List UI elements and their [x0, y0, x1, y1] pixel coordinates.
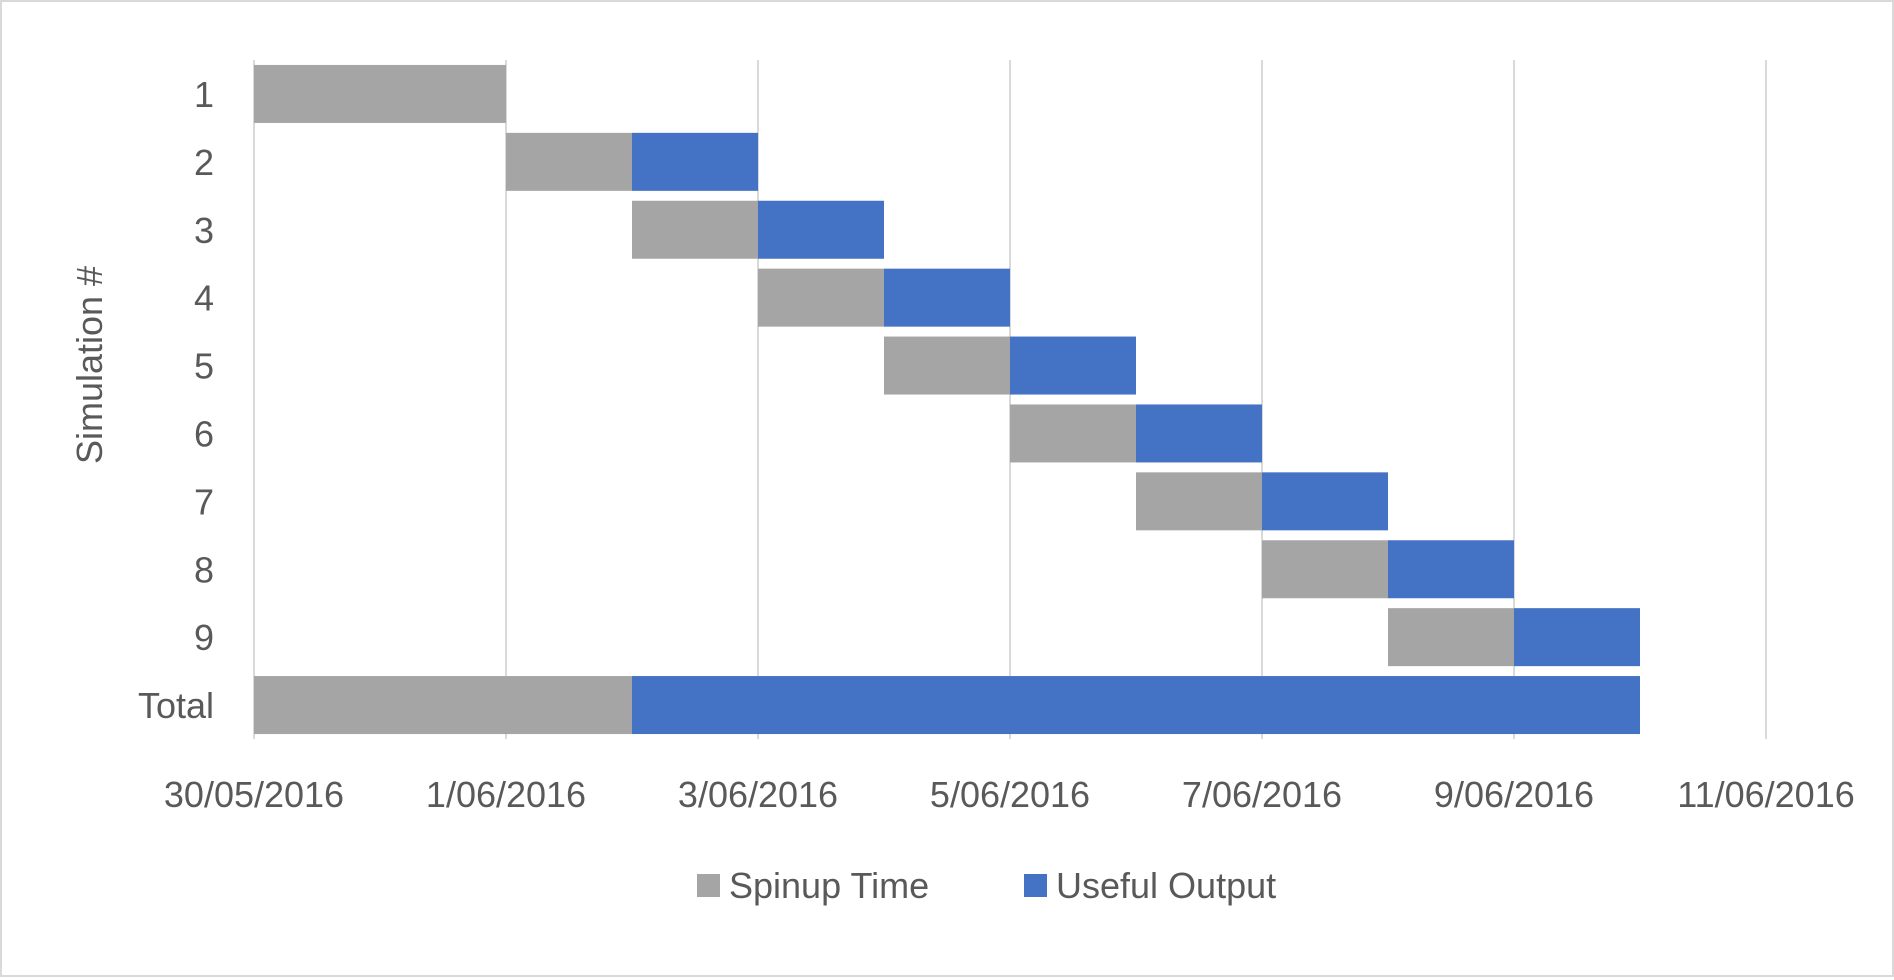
y-tick-label: 2	[194, 142, 214, 183]
bar-useful-output-9	[1514, 608, 1640, 667]
bar-spinup-time-7	[1136, 472, 1262, 531]
y-tick-label: 5	[194, 346, 214, 387]
y-tick-label: 9	[194, 617, 214, 658]
x-tick-label: 7/06/2016	[1182, 774, 1342, 815]
legend-swatch-spinup-time	[697, 874, 720, 897]
legend-label-spinup-time: Spinup Time	[729, 865, 929, 906]
bar-useful-output-2	[632, 132, 758, 191]
bar-useful-output-5	[1010, 336, 1136, 395]
y-tick-label: 4	[194, 278, 214, 319]
x-tick-label: 11/06/2016	[1677, 774, 1855, 815]
bar-spinup-time-4	[758, 268, 884, 327]
bar-spinup-time-6	[1010, 404, 1136, 463]
x-tick-label: 3/06/2016	[678, 774, 838, 815]
bar-useful-output-4	[884, 268, 1010, 327]
y-axis-label: Simulation #	[69, 266, 110, 464]
bar-spinup-time-total	[254, 676, 632, 735]
bars	[254, 64, 1640, 735]
bar-useful-output-total	[632, 676, 1640, 735]
legend-swatch-useful-output	[1024, 874, 1047, 897]
bar-useful-output-7	[1262, 472, 1388, 531]
bar-spinup-time-9	[1388, 608, 1514, 667]
bar-spinup-time-5	[884, 336, 1010, 395]
y-tick-label: 7	[194, 481, 214, 522]
y-tick-label: 1	[194, 74, 214, 115]
y-tick-label: 8	[194, 549, 214, 590]
x-axis-ticks: 30/05/2016 1/06/2016 3/06/2016 5/06/2016 7/0…	[164, 774, 1855, 815]
x-tick-label: 30/05/2016	[164, 774, 344, 815]
bar-spinup-time-3	[632, 200, 758, 259]
bar-spinup-time-8	[1262, 540, 1388, 599]
y-axis-ticks: 1 2 3 4 5 6 7 8 9 Total	[138, 74, 214, 726]
legend-label-useful-output: Useful Output	[1056, 865, 1276, 906]
legend: Spinup Time Useful Output	[697, 865, 1276, 906]
y-tick-label: Total	[138, 685, 214, 726]
bar-useful-output-6	[1136, 404, 1262, 463]
bar-useful-output-3	[758, 200, 884, 259]
x-tick-label: 9/06/2016	[1434, 774, 1594, 815]
bar-useful-output-8	[1388, 540, 1514, 599]
bar-spinup-time-1	[254, 64, 506, 123]
y-tick-label: 3	[194, 210, 214, 251]
x-tick-label: 1/06/2016	[426, 774, 586, 815]
bar-spinup-time-2	[506, 132, 632, 191]
x-tick-label: 5/06/2016	[930, 774, 1090, 815]
y-tick-label: 6	[194, 413, 214, 454]
